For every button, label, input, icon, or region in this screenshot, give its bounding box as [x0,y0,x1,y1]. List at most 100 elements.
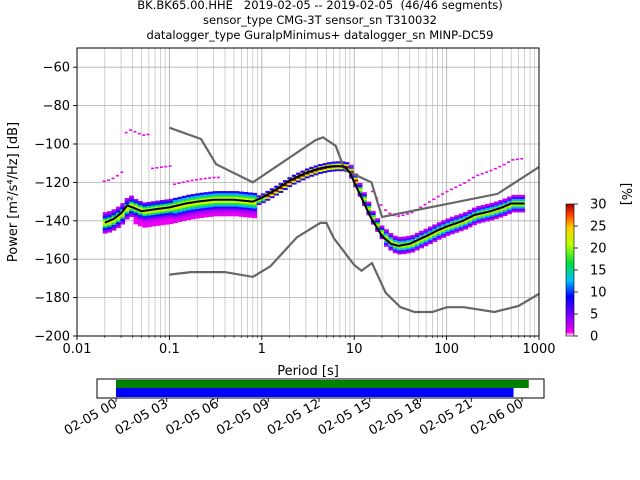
heatmap-cell [375,225,381,229]
heatmap-cell [225,191,231,194]
heatmap-cell [480,214,486,217]
heatmap-cell [300,178,306,181]
heatmap-cell [195,216,200,219]
heatmap-cell [471,222,477,226]
heatmap-cell [401,238,407,241]
heatmap-cell [195,202,200,206]
heatmap-cell [449,226,455,229]
heatmap-cell [195,214,200,217]
heatmap-cell [489,202,495,206]
heatmap-cell [300,174,306,177]
heatmap-cell [353,179,359,182]
heatmap-cell [212,200,218,203]
heatmap-cell [471,207,477,210]
heatmap-cell [164,199,170,202]
heatmap-cell [366,207,372,210]
heatmap-cell [507,200,512,203]
heatmap-cell [370,190,374,193]
heatmap-cell [115,212,121,215]
heatmap-cell [199,206,205,209]
heatmap-cell [515,158,519,161]
heatmap-cell [164,212,170,216]
heatmap-cell [151,222,156,225]
heatmap-cell [155,210,161,213]
heatmap-cell [133,210,139,213]
x-axis-label: Period [s] [277,364,339,379]
heatmap-cell [225,214,231,217]
heatmap-cell [436,226,442,229]
heatmap-cell [406,245,411,248]
heatmap-cell [234,204,240,207]
heatmap-cell [362,192,367,195]
y-tick-label: −80 [43,99,70,114]
heatmap-cell [181,181,185,183]
heatmap-cell [401,240,407,243]
heatmap-cell [221,206,227,209]
heatmap-cell [212,208,218,211]
heatmap-cell [427,228,433,231]
heatmap-cell [515,204,521,207]
heatmap-cell [309,174,315,177]
heatmap-cell [137,216,143,219]
heatmap-cell [181,205,187,208]
heatmap-cell [357,188,363,191]
heatmap-cell [410,242,416,245]
heatmap-cell [190,213,196,216]
heatmap-cell [287,177,293,180]
colorbar-label: [%] [618,183,633,206]
heatmap-cell [432,239,438,242]
heatmap-cell [401,251,407,255]
heatmap-cell [252,194,257,198]
heatmap-cell [463,223,468,226]
heatmap-cell [142,215,148,219]
heatmap-cell [146,211,152,214]
heatmap-cell [173,199,178,202]
heatmap-cell [340,168,345,172]
heatmap-cell [274,189,279,192]
heatmap-cell [133,222,139,225]
heatmap-cell [142,204,148,207]
heatmap-cell [120,220,126,223]
heatmap-cell [137,206,143,209]
heatmap-cell [173,211,178,214]
heatmap-cell [151,224,156,227]
heatmap-cell [146,203,152,206]
heatmap-cell [269,194,275,197]
heatmap-cell [252,202,257,205]
y-tick-label: −100 [34,138,70,153]
heatmap-cell [137,218,143,221]
heatmap-cell [414,234,420,237]
heatmap-cell [520,198,526,201]
heatmap-cell [111,215,117,218]
heatmap-cell [137,224,143,227]
heatmap-cell [467,217,473,220]
heatmap-cell [203,213,209,216]
heatmap-cell [489,169,493,172]
heatmap-cell [480,204,486,208]
ppsd-heatmap [102,129,526,255]
plot-axes: 0.01 0.1 1 10 100 1000 −200 −180 −160 −140 −120 −10… [34,61,555,357]
heatmap-cell [120,216,126,219]
heatmap-cell [234,200,240,203]
heatmap-cell [124,201,130,205]
heatmap-cell [203,201,209,204]
heatmap-cell [247,192,253,195]
heatmap-cell [379,227,385,230]
heatmap-cell [186,208,192,211]
heatmap-cell [507,204,512,207]
y-axis-label: Power [m²/s⁴/Hz] [dB] [6,122,21,262]
heatmap-cell [234,193,240,196]
heatmap-cell [344,165,350,169]
heatmap-cell [142,225,148,228]
heatmap-cell [388,233,394,236]
heatmap-cell [102,214,108,217]
heatmap-cell [173,220,178,224]
heatmap-cell [111,209,117,212]
heatmap-cell [515,208,521,211]
heatmap-cell [406,239,411,242]
heatmap-cell [164,216,170,219]
heatmap-cell [344,164,350,167]
heatmap-cell [212,206,218,209]
heatmap-cell [520,200,526,203]
heatmap-cell [212,202,218,205]
